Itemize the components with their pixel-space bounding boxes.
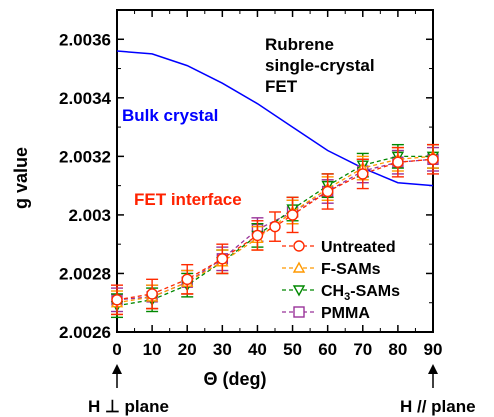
- y-tick-label: 2.0036: [59, 30, 111, 49]
- title-line-3: FET: [265, 77, 298, 96]
- legend-marker: [292, 285, 306, 297]
- series-line: [116, 155, 433, 307]
- bulk-crystal-line: [116, 50, 434, 187]
- y-tick-label: 2.0032: [59, 147, 111, 166]
- y-axis: 2.0026 2.0028 2.003 2.0032 2.0034 2.0036: [59, 30, 433, 342]
- y-tick-label: 2.0034: [59, 89, 112, 108]
- perpendicular-arrow: [112, 364, 122, 388]
- y-axis-title: g value: [11, 147, 31, 209]
- data-point: [111, 294, 123, 306]
- x-tick-label: 20: [178, 340, 197, 359]
- chart-title: Rubrene single-crystal FET: [265, 35, 375, 96]
- x-tick-label: 50: [283, 340, 302, 359]
- data-point: [357, 168, 369, 180]
- series-layer: [110, 143, 440, 319]
- legend-marker: [293, 240, 305, 252]
- fet-interface-label: FET interface: [134, 190, 242, 209]
- parallel-arrow: [428, 364, 438, 388]
- data-point: [392, 156, 404, 168]
- legend-marker: [293, 306, 305, 318]
- data-point: [427, 153, 439, 165]
- y-tick-label: 2.003: [68, 206, 111, 225]
- bulk-crystal-curve: [116, 50, 434, 187]
- legend-item-fsams: F-SAMs: [282, 261, 381, 278]
- legend-item-ch3sams: CH3-SAMs: [282, 283, 400, 303]
- legend-item-pmma: PMMA: [282, 305, 370, 322]
- bottom-annotations: H ⊥ plane H // plane: [88, 364, 476, 416]
- legend-label: CH3-SAMs: [321, 283, 400, 303]
- legend-label: F-SAMs: [321, 261, 381, 278]
- x-tick-label: 0: [112, 340, 121, 359]
- y-tick-label: 2.0026: [59, 323, 111, 342]
- x-tick-label: 90: [424, 340, 443, 359]
- legend-label: PMMA: [321, 305, 370, 322]
- x-axis: 0 10 20 30 40 50 60 70 80 90: [112, 10, 442, 359]
- data-point: [146, 288, 158, 300]
- perpendicular-plane-label: H ⊥ plane: [88, 397, 169, 416]
- x-tick-label: 80: [388, 340, 407, 359]
- x-tick-label: 30: [213, 340, 232, 359]
- legend-label: Untreated: [321, 239, 396, 256]
- data-point: [286, 209, 299, 221]
- parallel-plane-label: H // plane: [400, 397, 476, 416]
- perpendicular-symbol: ⊥: [105, 397, 120, 416]
- data-point: [216, 253, 229, 265]
- x-axis-title: Θ (deg): [204, 369, 267, 389]
- legend-item-untreated: Untreated: [282, 239, 396, 256]
- x-tick-label: 70: [353, 340, 372, 359]
- title-line-2: single-crystal: [265, 56, 375, 75]
- bulk-crystal-label: Bulk crystal: [122, 106, 218, 125]
- series-untreated: [111, 143, 439, 316]
- data-point: [321, 185, 334, 198]
- title-line-1: Rubrene: [265, 35, 334, 54]
- data-point: [181, 273, 193, 286]
- y-tick-label: 2.0028: [59, 264, 111, 283]
- x-tick-label: 40: [248, 340, 267, 359]
- data-point: [251, 229, 264, 242]
- legend-marker: [292, 261, 306, 273]
- x-tick-label: 10: [143, 340, 162, 359]
- legend: Untreated F-SAMs CH3-SAMs PMMA: [282, 239, 400, 322]
- data-point: [269, 220, 281, 233]
- x-tick-label: 60: [318, 340, 337, 359]
